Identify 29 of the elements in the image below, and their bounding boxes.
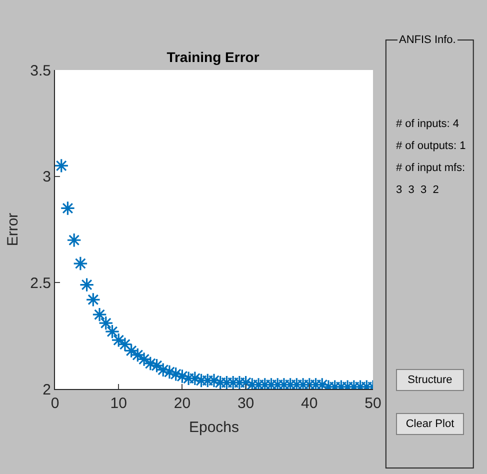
x-tick-label: 30 xyxy=(237,395,254,412)
point xyxy=(60,200,76,216)
x-tick-label: 40 xyxy=(301,395,318,412)
point xyxy=(66,232,82,248)
y-tick-label: 2.5 xyxy=(30,274,51,292)
text: Structure xyxy=(408,374,452,386)
y-axis-title: Error xyxy=(4,212,22,246)
y-tick-label: 3 xyxy=(42,168,51,186)
point xyxy=(104,324,120,339)
x-tick-label: 0 xyxy=(50,395,60,412)
x-tick-label: 10 xyxy=(110,395,127,412)
x-tick-label: 50 xyxy=(364,395,382,412)
x-tick-label: 20 xyxy=(174,395,191,412)
point xyxy=(98,316,114,330)
text: # of input mfs: xyxy=(396,162,466,174)
point xyxy=(92,307,107,322)
text: # of outputs: 1 xyxy=(396,140,466,152)
point xyxy=(73,256,88,271)
text: Clear Plot xyxy=(406,418,454,430)
y-tick-label: 3.5 xyxy=(30,62,51,80)
text: 3 3 3 2 xyxy=(396,184,439,196)
y-tick-label: 2 xyxy=(42,381,51,398)
text: ANFIS Info. xyxy=(399,34,456,46)
point xyxy=(55,158,69,174)
text: # of inputs: 4 xyxy=(396,118,459,130)
point xyxy=(86,292,101,308)
point xyxy=(79,277,94,292)
chart-title: Training Error xyxy=(166,49,260,65)
x-axis-title: Epochs xyxy=(188,419,240,436)
